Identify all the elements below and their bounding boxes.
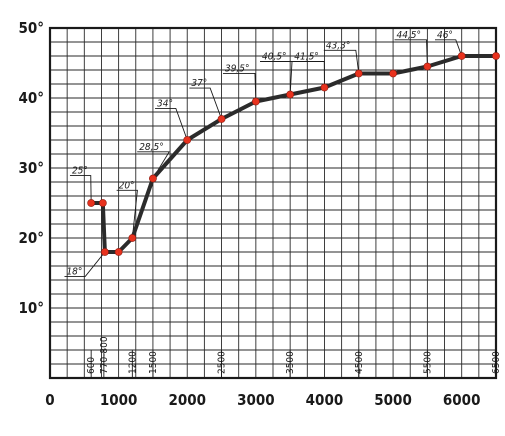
data-point [149, 174, 157, 183]
vertical-mark-label: 5500 [422, 351, 433, 374]
vertical-mark-label: 2500 [217, 351, 228, 374]
data-point [114, 248, 123, 256]
data-point [457, 52, 466, 60]
data-point [183, 136, 192, 144]
x-axis-ticks: 0 1000 2000 3000 4000 5000 6000 [45, 391, 480, 409]
annotation-leader [394, 39, 428, 67]
x-tick-label: 3000 [237, 391, 275, 409]
vertical-mark-label: 3500 [285, 351, 296, 374]
annotation-leader [292, 61, 325, 88]
annotation-leader [116, 189, 138, 239]
annotation-label: 41,5° [294, 52, 319, 63]
annotation-leader [434, 39, 463, 57]
data-point [354, 69, 363, 78]
annotation-label: 28,5° [139, 142, 164, 153]
data-point [98, 199, 107, 207]
annotation-leader [155, 107, 188, 141]
x-tick-label: 2000 [168, 391, 206, 409]
annotation-leaders [64, 39, 463, 277]
vertical-mark-label: 4500 [354, 351, 365, 374]
vertical-mark-label: 770-800 [99, 336, 110, 374]
vertical-mark-label: 1200 [127, 351, 138, 374]
annotation-label: 18° [66, 266, 82, 277]
data-point [251, 97, 260, 106]
annotation-label: 44,5° [397, 30, 422, 41]
grid [50, 28, 496, 378]
data-point [217, 115, 226, 123]
series-line [91, 54, 496, 254]
annotation-leader [222, 72, 257, 102]
annotation-leader [323, 49, 360, 74]
x-tick-label: 0 [45, 391, 54, 409]
plot-frame [48, 26, 498, 380]
annotation-label: 39,5° [225, 63, 250, 74]
series-layer [91, 54, 496, 254]
annotation-leader [260, 61, 293, 95]
annotation-label: 46° [437, 30, 453, 41]
vertical-mark-label: 600 [86, 357, 97, 374]
annotations: 25° 18° 20° 28,5° 34° 37° 39,5° 40,5° 41,5° 43,3°… [66, 30, 452, 278]
annotation-label: 25° [72, 166, 88, 177]
data-points [87, 52, 500, 256]
data-point [128, 234, 137, 242]
y-tick-label: 30° [18, 159, 44, 177]
vertical-mark-label: 1500 [148, 351, 159, 374]
data-point [320, 83, 329, 92]
vertical-mark-label: 6500 [491, 351, 502, 374]
data-point [100, 248, 109, 256]
y-tick-label: 40° [18, 89, 44, 107]
annotation-label: 40,5° [262, 52, 287, 63]
x-tick-label: 6000 [443, 391, 481, 409]
x-tick-label: 1000 [100, 391, 138, 409]
x-tick-label: 5000 [374, 391, 412, 409]
annotation-label: 37° [191, 78, 207, 89]
x-tick-label: 4000 [306, 391, 344, 409]
annotation-label: 20° [119, 180, 135, 191]
annotation-label: 43,3° [326, 40, 351, 51]
data-point [492, 52, 500, 60]
data-point [286, 90, 295, 99]
y-axis-ticks: 10° 20° 30° 40° 50° [18, 19, 44, 317]
annotation-leader [69, 175, 92, 204]
vertical-tick-marks: 600 770-800 1200 1500 2500 3500 4500 5500 6500 [86, 336, 502, 378]
y-tick-label: 20° [18, 229, 44, 247]
data-point [423, 62, 432, 71]
data-point [87, 199, 96, 207]
data-point [389, 69, 397, 78]
annotation-leader [189, 87, 222, 120]
annotation-leader [64, 251, 106, 277]
y-tick-label: 50° [18, 19, 44, 37]
y-tick-label: 10° [18, 299, 44, 317]
annotation-label: 34° [157, 98, 173, 109]
